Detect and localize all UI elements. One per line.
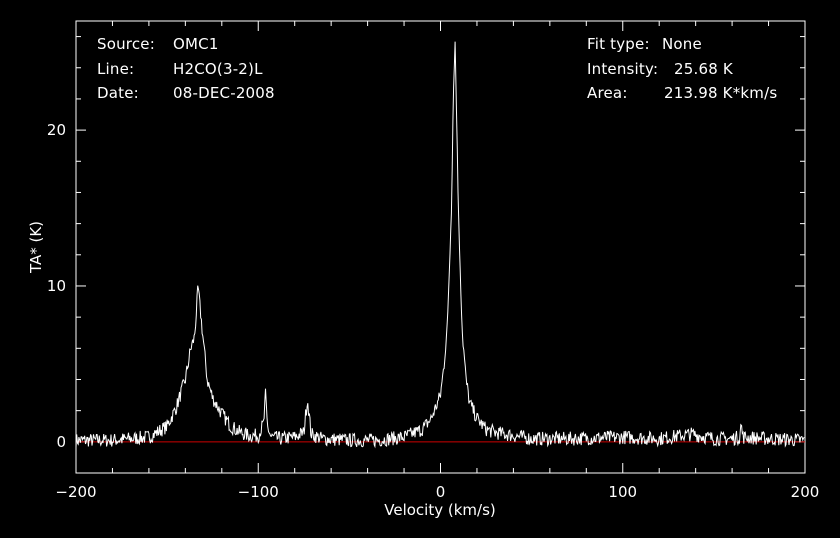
source-label: Source: [97,35,155,53]
x-axis-label: Velocity (km/s) [384,501,495,519]
area-value: 213.98 K*km/s [664,84,778,102]
axis-ticks [75,21,806,473]
tick-labels: −200 −100 0 100 200 0 10 20 [47,121,819,501]
y-tick-label: 20 [47,121,66,139]
intensity-value: 25.68 K [674,60,733,78]
y-tick-label: 0 [56,433,66,451]
date-value: 08-DEC-2008 [173,84,275,102]
y-tick-label: 10 [47,277,66,295]
x-tick-label: −100 [238,483,279,501]
date-label: Date: [97,84,139,102]
series-line [75,41,805,449]
intensity-label: Intensity: [587,60,659,78]
x-tick-label: 100 [608,483,637,501]
line-value: H2CO(3-2)L [173,60,263,78]
line-label: Line: [97,60,135,78]
x-tick-label: 200 [791,483,820,501]
fit-type-label: Fit type: [587,35,650,53]
source-value: OMC1 [173,35,219,53]
fit-type-value: None [662,35,702,53]
y-axis-label: TA* (K) [27,221,45,274]
x-tick-label: 0 [436,483,446,501]
plot-frame [75,20,806,474]
area-label: Area: [587,84,628,102]
x-tick-label: −200 [55,483,96,501]
